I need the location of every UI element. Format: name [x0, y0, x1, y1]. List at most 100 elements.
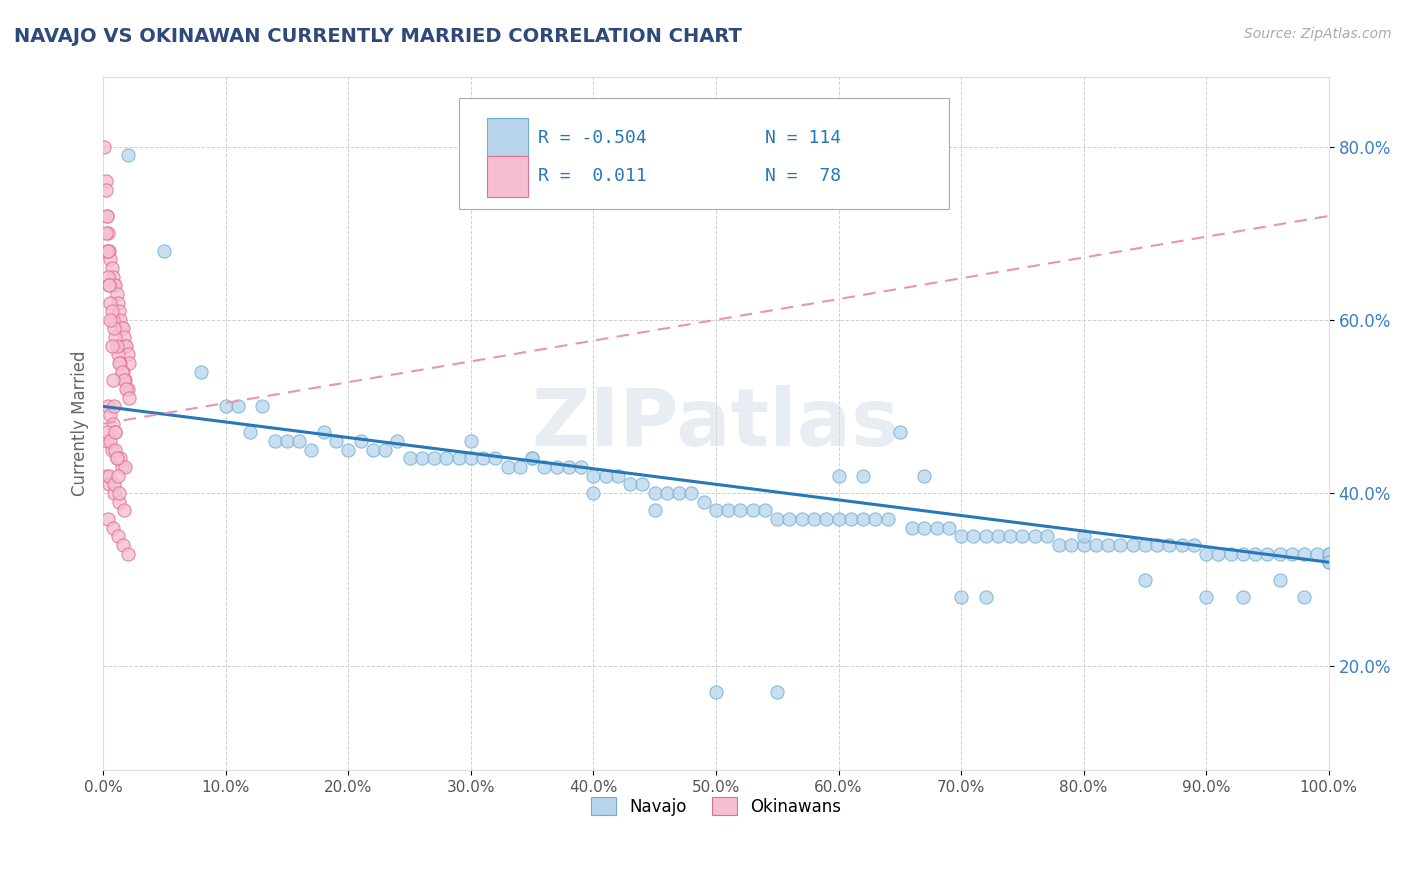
Point: [325, 434, 347, 448]
Point: [644, 503, 666, 517]
Point: [1317, 547, 1340, 561]
Point: [1208, 547, 1230, 561]
Point: [96, 434, 118, 448]
Point: [1073, 538, 1095, 552]
Point: [987, 529, 1010, 543]
Point: [103, 278, 125, 293]
Point: [107, 468, 129, 483]
Point: [1047, 538, 1070, 552]
Point: [104, 442, 127, 457]
Point: [115, 382, 138, 396]
Point: [1146, 538, 1168, 552]
Point: [110, 365, 132, 379]
Point: [98, 244, 121, 258]
Point: [692, 494, 714, 508]
Point: [1232, 547, 1254, 561]
Point: [104, 278, 127, 293]
Point: [101, 313, 124, 327]
Point: [827, 512, 849, 526]
Point: [101, 520, 124, 534]
Point: [1109, 538, 1132, 552]
Point: [582, 468, 605, 483]
Point: [398, 451, 420, 466]
Point: [974, 529, 997, 543]
Point: [569, 460, 592, 475]
Point: [114, 339, 136, 353]
Point: [100, 252, 122, 267]
Point: [96, 425, 118, 440]
Point: [239, 425, 262, 440]
Point: [107, 295, 129, 310]
Point: [741, 503, 763, 517]
Point: [100, 339, 122, 353]
Point: [631, 477, 654, 491]
Point: [644, 486, 666, 500]
Point: [790, 512, 813, 526]
Point: [103, 486, 125, 500]
Point: [546, 460, 568, 475]
Text: N = 114: N = 114: [765, 128, 841, 146]
Point: [889, 425, 911, 440]
Point: [815, 512, 838, 526]
Point: [411, 451, 433, 466]
Point: [704, 685, 727, 699]
Point: [117, 382, 139, 396]
Point: [105, 451, 128, 466]
Point: [100, 304, 122, 318]
Point: [105, 451, 128, 466]
Point: [1244, 547, 1267, 561]
Point: [423, 451, 446, 466]
Point: [103, 400, 125, 414]
Point: [100, 313, 122, 327]
Point: [110, 313, 132, 327]
Point: [118, 356, 141, 370]
Point: [950, 529, 973, 543]
Point: [827, 468, 849, 483]
Text: ZIPatlas: ZIPatlas: [531, 384, 900, 463]
Point: [901, 520, 924, 534]
Point: [118, 391, 141, 405]
Point: [107, 347, 129, 361]
Point: [876, 512, 898, 526]
Point: [1317, 555, 1340, 569]
Point: [226, 400, 249, 414]
Point: [94, 227, 117, 241]
Point: [1219, 547, 1241, 561]
Point: [447, 451, 470, 466]
Point: [110, 451, 132, 466]
Point: [912, 468, 935, 483]
Point: [101, 417, 124, 431]
Point: [938, 520, 960, 534]
Point: [1232, 590, 1254, 604]
Point: [96, 244, 118, 258]
Point: [110, 356, 132, 370]
Point: [104, 330, 127, 344]
Point: [374, 442, 396, 457]
Point: [950, 590, 973, 604]
Legend: Navajo, Okinawans: Navajo, Okinawans: [582, 789, 849, 824]
Point: [96, 209, 118, 223]
Point: [117, 547, 139, 561]
Point: [117, 347, 139, 361]
Point: [103, 321, 125, 335]
Point: [276, 434, 298, 448]
Point: [509, 460, 531, 475]
Point: [94, 468, 117, 483]
FancyBboxPatch shape: [458, 98, 949, 209]
Point: [460, 451, 482, 466]
Point: [520, 451, 543, 466]
Point: [1122, 538, 1144, 552]
Point: [520, 451, 543, 466]
Point: [105, 339, 128, 353]
Point: [1317, 547, 1340, 561]
Point: [962, 529, 984, 543]
Point: [108, 304, 131, 318]
Point: [1195, 590, 1218, 604]
Point: [496, 460, 519, 475]
Point: [111, 538, 134, 552]
Point: [1294, 547, 1316, 561]
Point: [98, 278, 121, 293]
Point: [1305, 547, 1327, 561]
Point: [754, 503, 776, 517]
Point: [114, 460, 136, 475]
